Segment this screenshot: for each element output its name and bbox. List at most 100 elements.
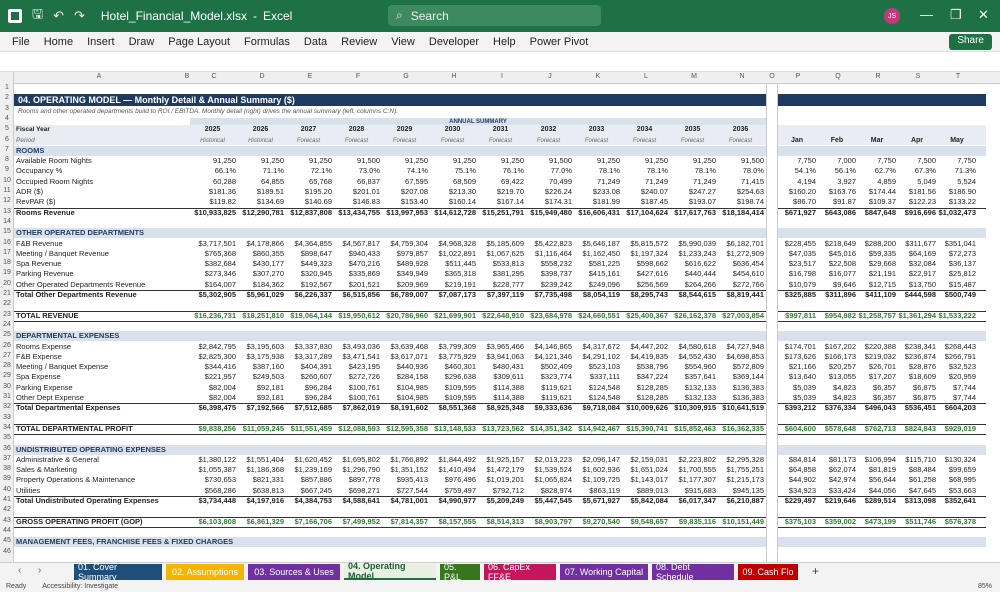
annual-value[interactable]: $1,551,404 [246, 454, 284, 464]
annual-value[interactable]: $189.51 [256, 187, 284, 196]
column-header-t[interactable]: T [955, 73, 961, 80]
monthly-value[interactable]: $578,648 [824, 423, 856, 433]
column-header-o[interactable]: O [769, 73, 775, 80]
annual-value[interactable]: $11,059,245 [242, 423, 284, 433]
annual-value[interactable]: 78.1% [598, 166, 620, 176]
column-header-r[interactable]: R [875, 73, 881, 80]
annual-value[interactable]: $3,175,938 [246, 351, 284, 361]
row-header[interactable]: 45 [3, 537, 11, 545]
avatar[interactable]: JS [884, 8, 900, 24]
sheet-tab[interactable]: 07. Working Capital [560, 564, 648, 580]
row-header[interactable]: 23 [3, 310, 11, 318]
annual-value[interactable]: $349,949 [396, 269, 428, 279]
annual-value[interactable]: $124,548 [588, 382, 620, 392]
annual-value[interactable]: $8,819,441 [726, 290, 764, 299]
save-icon[interactable]: 🖫 [32, 6, 44, 21]
annual-value[interactable]: $109,595 [444, 382, 476, 392]
sheet-tab[interactable]: 04. Operating Model [344, 561, 436, 581]
annual-value[interactable]: $533,813 [492, 259, 524, 269]
sheet-tab[interactable]: 06. CapEx FF&E [484, 562, 556, 582]
sheet-tab[interactable]: 02. Assumptions [166, 564, 244, 580]
annual-value[interactable]: $96,284 [304, 393, 332, 402]
annual-value[interactable]: $10,641,519 [722, 403, 764, 413]
monthly-value[interactable]: $47,645 [908, 485, 936, 495]
row-header[interactable]: 25 [3, 331, 11, 339]
annual-value[interactable]: $935,413 [396, 475, 428, 485]
monthly-value[interactable]: $313,098 [904, 496, 936, 505]
annual-value[interactable]: $198.74 [736, 197, 764, 207]
annual-value[interactable]: $136,383 [732, 393, 764, 402]
monthly-value[interactable]: $7,744 [953, 393, 976, 402]
ribbon-tab-review[interactable]: Review [341, 35, 378, 48]
annual-value[interactable]: $2,013,223 [534, 454, 572, 464]
monthly-value[interactable]: $81,173 [828, 454, 856, 464]
annual-value[interactable]: $6,210,887 [726, 496, 764, 505]
tab-scroll-right-icon[interactable]: › [38, 565, 42, 576]
annual-value[interactable]: $369,144 [732, 372, 764, 382]
annual-value[interactable]: $114,388 [493, 393, 524, 402]
annual-value[interactable]: $1,755,251 [726, 465, 764, 475]
annual-value[interactable]: $415,161 [588, 269, 620, 279]
annual-value[interactable]: $8,903,797 [534, 516, 572, 526]
annual-value[interactable]: $554,960 [684, 362, 716, 372]
annual-value[interactable]: $6,789,007 [390, 290, 428, 299]
accessibility-status[interactable]: Accessibility: Investigate [42, 582, 119, 590]
annual-value[interactable]: $440,936 [396, 362, 428, 372]
annual-value[interactable]: $6,398,475 [198, 403, 236, 413]
column-header-b[interactable]: B [184, 73, 190, 80]
annual-value[interactable]: $114,388 [493, 382, 524, 392]
annual-value[interactable]: $1,215,173 [726, 475, 764, 485]
ribbon-tab-power-pivot[interactable]: Power Pivot [529, 35, 589, 48]
annual-value[interactable]: $323,774 [540, 372, 572, 382]
restore-icon[interactable]: ❐ [950, 7, 962, 22]
annual-value[interactable]: $3,337,830 [294, 341, 332, 351]
monthly-value[interactable]: $109.37 [868, 197, 896, 207]
annual-value[interactable]: $272,726 [348, 372, 380, 382]
monthly-value[interactable]: $411,109 [865, 290, 896, 299]
monthly-value[interactable]: $42,974 [828, 475, 856, 485]
row-header[interactable]: 44 [3, 526, 11, 534]
annual-value[interactable]: $3,734,448 [198, 496, 236, 505]
row-header[interactable]: 3 [5, 104, 9, 112]
annual-value[interactable]: $249,503 [252, 372, 284, 382]
annual-value[interactable]: $5,447,545 [534, 496, 572, 505]
monthly-value[interactable]: 7,750 [797, 156, 816, 166]
undo-icon[interactable]: ↶ [53, 8, 64, 23]
annual-value[interactable]: $5,185,609 [486, 238, 524, 248]
annual-value[interactable]: $1,351,152 [390, 465, 428, 475]
annual-value[interactable]: 66,837 [357, 176, 380, 186]
sheet-tab[interactable]: 03. Sources & Uses [248, 564, 340, 580]
annual-value[interactable]: $1,116,464 [535, 248, 572, 258]
monthly-value[interactable]: 7,750 [877, 156, 896, 166]
annual-value[interactable]: $7,087,173 [438, 290, 476, 299]
annual-value[interactable]: $8,514,313 [486, 516, 524, 526]
annual-value[interactable]: $7,499,952 [342, 516, 380, 526]
annual-value[interactable]: $1,766,892 [390, 454, 428, 464]
annual-value[interactable]: 64,855 [261, 176, 284, 186]
monthly-value[interactable]: $536,451 [904, 403, 936, 413]
column-header-k[interactable]: K [595, 73, 601, 80]
annual-value[interactable]: $132,133 [684, 393, 716, 402]
row-header[interactable]: 12 [3, 197, 11, 205]
monthly-value[interactable]: $174.44 [868, 187, 896, 196]
annual-value[interactable]: $1,022,891 [438, 248, 476, 258]
annual-value[interactable]: $511,445 [445, 259, 476, 269]
row-header[interactable]: 28 [3, 362, 11, 370]
monthly-value[interactable]: $359,002 [824, 516, 856, 526]
annual-value[interactable]: $309,611 [493, 372, 524, 382]
annual-value[interactable]: 75.1% [454, 166, 476, 176]
annual-value[interactable]: $5,961,029 [246, 290, 284, 299]
annual-value[interactable]: $16,236,731 [194, 310, 236, 320]
annual-value[interactable]: $296,638 [444, 372, 476, 382]
monthly-value[interactable]: $13,750 [908, 279, 936, 289]
sheet-tab[interactable]: 08. Debt Schedule [652, 562, 734, 582]
annual-value[interactable]: $3,775,929 [438, 351, 476, 361]
annual-value[interactable]: 91,250 [597, 156, 620, 166]
annual-value[interactable]: $207.08 [400, 187, 428, 196]
monthly-value[interactable]: $173,626 [784, 351, 816, 361]
annual-value[interactable]: $254.63 [736, 187, 764, 196]
annual-value[interactable]: $4,552,430 [678, 351, 716, 361]
ribbon-tab-help[interactable]: Help [493, 35, 516, 48]
row-header[interactable]: 38 [3, 465, 11, 473]
annual-value[interactable]: $100,761 [348, 393, 380, 402]
